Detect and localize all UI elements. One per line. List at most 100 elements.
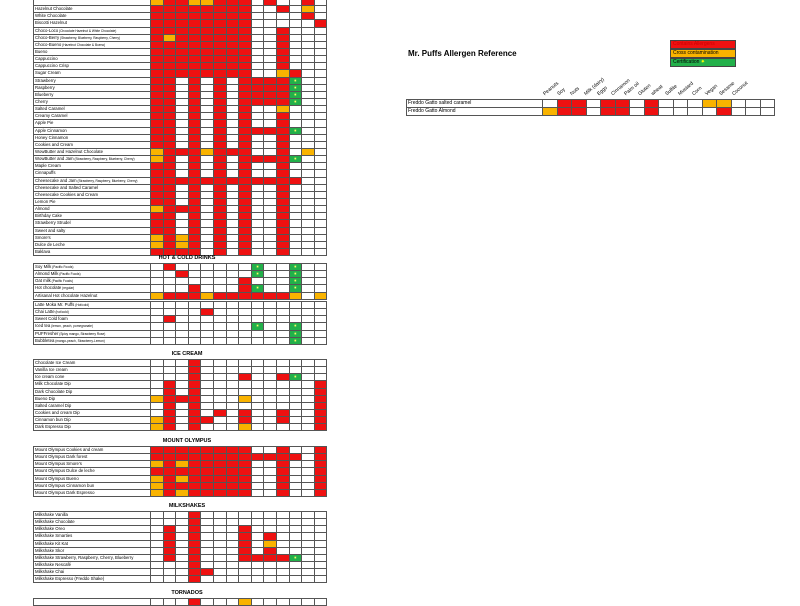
allergen-cell (150, 401, 164, 410)
allergen-cell (150, 568, 164, 577)
allergen-cell: ✷ (288, 322, 303, 331)
table-row: Vanilla Ice cream (33, 366, 328, 375)
allergen-cell (200, 322, 214, 331)
certified-star-icon: ✷ (293, 99, 297, 105)
allergen-cell (250, 155, 265, 164)
allergen-cell (200, 488, 214, 497)
allergen-cell (238, 126, 252, 135)
allergen-cell (238, 488, 252, 497)
allergen-cell (200, 416, 214, 425)
allergen-cell (301, 380, 315, 389)
allergen-cell (250, 133, 265, 142)
allergen-cell (238, 575, 252, 584)
allergen-cell (187, 133, 202, 142)
table-row: Iced tea (lemon, peach, pomegranate) ✷ ✷ (33, 322, 328, 331)
allergen-cell (238, 336, 252, 345)
allergen-cell (275, 460, 290, 469)
allergen-cell (288, 525, 303, 534)
table-row: Salted Caramel (33, 105, 328, 114)
allergen-cell (263, 408, 277, 418)
allergen-cell (629, 107, 645, 116)
certified-star-icon: ✷ (293, 554, 297, 560)
allergen-cell (212, 488, 227, 497)
allergen-cell (187, 460, 202, 469)
allergen-cell (238, 416, 252, 425)
item-name: Sweet Cold foam (33, 315, 151, 324)
allergen-cell (187, 408, 202, 418)
allergen-cell (200, 12, 214, 21)
allergen-cell (238, 262, 252, 272)
item-name: Milkshake Oreo (33, 525, 151, 534)
allergen-cell (150, 380, 164, 389)
allergen-cell (238, 212, 252, 221)
allergen-cell (263, 291, 277, 300)
allergen-cell (225, 140, 240, 149)
item-name: Salted Caramel (33, 105, 151, 114)
certified-star-icon: ✷ (293, 278, 297, 284)
allergen-cell (200, 83, 214, 92)
allergen-cell (212, 394, 227, 403)
item-name: Almond (33, 205, 151, 214)
allergen-cell (162, 560, 177, 570)
table-row: Cinnapuffs (33, 169, 328, 178)
allergen-cell (212, 262, 227, 272)
allergen-cell (275, 481, 290, 490)
allergen-cell (288, 358, 303, 368)
allergen-cell (225, 112, 240, 121)
allergen-cell (313, 560, 328, 570)
allergen-cell (175, 219, 189, 228)
allergen-cell (313, 568, 328, 577)
allergen-cell (162, 133, 177, 142)
allergen-cell (212, 308, 227, 317)
allergen-cell (162, 183, 177, 192)
allergen-cell (162, 162, 177, 171)
allergen-cell (250, 336, 265, 345)
allergen-cell (200, 408, 214, 418)
allergen-cell (301, 358, 315, 368)
allergen-cell (212, 233, 227, 242)
section-title: TORNADOS (171, 590, 203, 596)
allergen-cell (162, 315, 177, 324)
allergen-cell (238, 300, 252, 310)
allergen-cell (187, 197, 202, 207)
allergen-cell (162, 575, 177, 584)
allergen-header: Nuts (569, 85, 581, 97)
allergen-cell (313, 408, 328, 418)
certified-star-icon: ✷ (293, 323, 297, 329)
allergen-cell (187, 568, 202, 577)
table-row: Oat milk (Pacific Foods) ✷ (33, 277, 328, 286)
allergen-cell (212, 416, 227, 425)
allergen-cell (275, 387, 290, 396)
item-name: Baklava (33, 247, 151, 257)
allergen-cell (313, 366, 328, 375)
allergen-cell (187, 169, 202, 178)
allergen-cell (200, 190, 214, 199)
allergen-cell (225, 226, 240, 235)
allergen-cell (301, 47, 315, 57)
allergen-cell (275, 97, 290, 107)
allergen-cell (250, 76, 265, 85)
allergen-cell (200, 525, 214, 534)
allergen-cell (187, 155, 202, 164)
allergen-cell (212, 474, 227, 483)
allergen-cell (225, 380, 240, 389)
allergen-cell (263, 373, 277, 382)
allergen-cell (238, 453, 252, 462)
allergen-cell (187, 401, 202, 410)
allergen-cell (187, 233, 202, 242)
allergen-cell (150, 546, 164, 555)
allergen-cell (313, 539, 328, 548)
allergen-cell (301, 387, 315, 396)
allergen-cell (162, 105, 177, 114)
allergen-cell (225, 270, 240, 279)
item-name: Hazelnut Chocolate (33, 5, 151, 14)
table-row: Apple Cinnamon ✷ (33, 126, 328, 135)
allergen-cell (150, 262, 164, 272)
table-row: Creamy Caramel (33, 112, 328, 121)
allergen-cell (263, 90, 277, 99)
allergen-cell (162, 55, 177, 64)
allergen-cell (187, 55, 202, 64)
item-name: Bueno Dip (33, 394, 151, 403)
allergen-cell (288, 308, 303, 317)
allergen-cell (175, 401, 189, 410)
